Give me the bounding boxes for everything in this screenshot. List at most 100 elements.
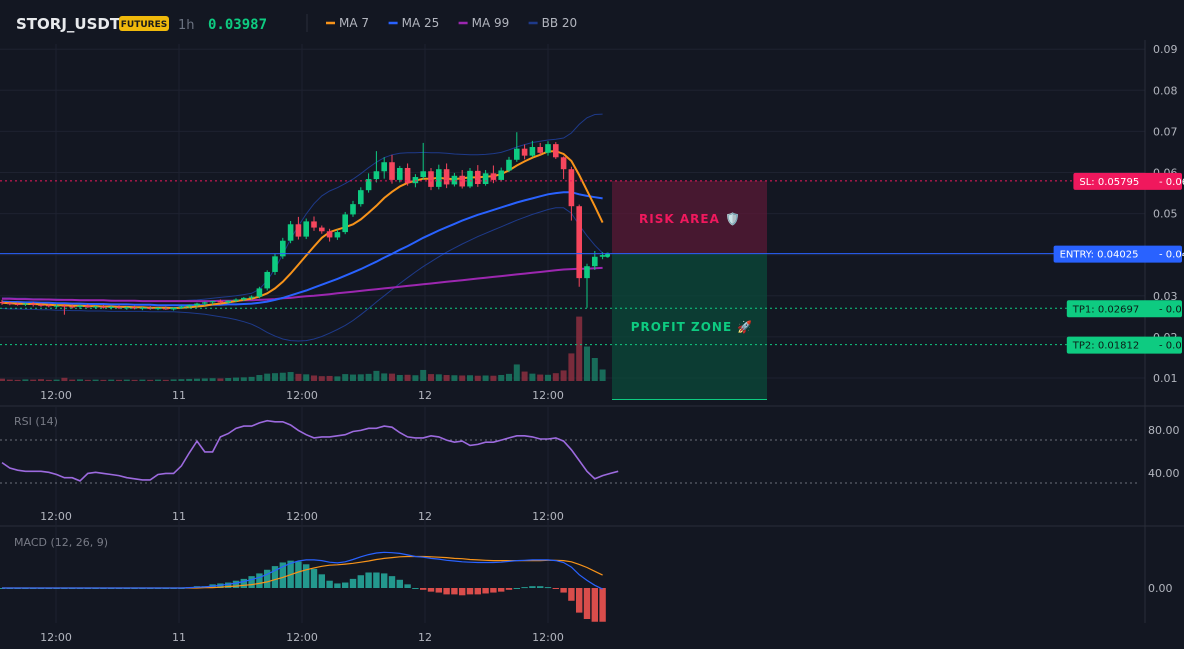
macd-hist-31 xyxy=(240,578,247,588)
candle-28[interactable] xyxy=(217,299,224,304)
candle-9[interactable] xyxy=(69,304,75,309)
candle-33[interactable] xyxy=(256,286,263,299)
candle-18[interactable] xyxy=(139,306,146,311)
time-tick-1-4: 12:00 xyxy=(532,510,564,523)
candle-30[interactable] xyxy=(233,298,239,303)
candle-11[interactable] xyxy=(85,304,91,308)
candle-40[interactable] xyxy=(311,216,317,231)
legend-label-3[interactable]: BB 20 xyxy=(542,16,578,30)
candle-2[interactable] xyxy=(14,302,21,306)
entry-label[interactable]: ENTRY: 0.04025 - 0.04 xyxy=(1053,245,1184,263)
candle-body-60 xyxy=(467,170,473,187)
candle-body-38 xyxy=(295,224,302,237)
candle-7[interactable] xyxy=(53,304,60,308)
candle-20[interactable] xyxy=(155,307,161,311)
candle-0[interactable] xyxy=(0,299,5,305)
candle-17[interactable] xyxy=(131,305,138,310)
candle-70[interactable] xyxy=(545,141,551,156)
volume-bar-27 xyxy=(209,378,216,381)
candle-4[interactable] xyxy=(30,301,36,307)
candle-32[interactable] xyxy=(248,295,255,300)
candle-46[interactable] xyxy=(358,187,364,207)
candle-54[interactable] xyxy=(420,142,426,180)
candle-24[interactable] xyxy=(186,304,192,309)
candle-71[interactable] xyxy=(553,142,559,159)
time-tick-1-1: 11 xyxy=(172,510,186,523)
candle-35[interactable] xyxy=(272,253,278,275)
candle-22[interactable] xyxy=(170,307,177,311)
indicator-legend[interactable]: MA 7 MA 25 MA 99 BB 20 xyxy=(326,16,577,30)
legend-label-0[interactable]: MA 7 xyxy=(339,16,369,30)
symbol-name[interactable]: STORJ_USDT xyxy=(16,15,121,33)
macd-hist-41 xyxy=(318,574,325,588)
candle-66[interactable] xyxy=(514,132,520,162)
macd-hist-39 xyxy=(303,564,310,588)
macd-hist-72 xyxy=(560,588,567,593)
candle-29[interactable] xyxy=(225,300,231,304)
candlesticks[interactable] xyxy=(0,132,611,315)
candle-25[interactable] xyxy=(194,302,200,307)
candle-50[interactable] xyxy=(389,154,395,184)
candle-8[interactable] xyxy=(61,304,68,315)
candle-62[interactable] xyxy=(482,170,489,186)
candle-48[interactable] xyxy=(373,151,380,183)
candle-body-39 xyxy=(303,221,309,237)
legend-label-1[interactable]: MA 25 xyxy=(402,16,440,30)
candle-72[interactable] xyxy=(560,156,567,180)
candle-38[interactable] xyxy=(295,216,302,240)
candle-67[interactable] xyxy=(521,144,528,160)
volume-bar-43 xyxy=(334,376,341,381)
candle-69[interactable] xyxy=(537,142,543,155)
candle-58[interactable] xyxy=(451,172,458,187)
candle-45[interactable] xyxy=(350,200,356,217)
candle-5[interactable] xyxy=(38,303,44,307)
candle-39[interactable] xyxy=(303,218,309,240)
candle-3[interactable] xyxy=(22,302,29,307)
candle-26[interactable] xyxy=(202,301,208,306)
candle-44[interactable] xyxy=(342,211,348,235)
candle-34[interactable] xyxy=(264,270,270,291)
candle-51[interactable] xyxy=(397,165,403,183)
candle-14[interactable] xyxy=(108,306,114,310)
candle-41[interactable] xyxy=(319,225,325,234)
macd-hist-33 xyxy=(256,573,263,588)
candle-36[interactable] xyxy=(280,237,286,259)
tp2-label[interactable]: TP2: 0.01812 - 0.02 xyxy=(1066,336,1184,354)
sl-label[interactable]: SL: 0.05795 - 0.06 xyxy=(1073,172,1184,190)
candle-73[interactable] xyxy=(568,166,575,221)
candle-1[interactable] xyxy=(7,301,13,306)
candle-55[interactable] xyxy=(428,167,434,191)
interval-label[interactable]: 1h xyxy=(178,18,195,33)
macd-hist-43 xyxy=(334,583,341,588)
candle-65[interactable] xyxy=(506,156,512,173)
candle-37[interactable] xyxy=(287,220,294,244)
candle-52[interactable] xyxy=(404,163,411,186)
candle-75[interactable] xyxy=(584,263,590,308)
candle-68[interactable] xyxy=(529,140,536,158)
candle-body-45 xyxy=(350,204,356,215)
volume-bar-13 xyxy=(100,379,107,381)
candle-49[interactable] xyxy=(381,157,387,179)
candle-31[interactable] xyxy=(241,297,247,302)
candle-74[interactable] xyxy=(576,204,582,287)
candle-15[interactable] xyxy=(116,305,122,309)
candle-60[interactable] xyxy=(467,167,473,189)
level-labels[interactable]: SL: 0.05795 - 0.06 ENTRY: 0.04025 - 0.04 TP1… xyxy=(1053,172,1184,354)
candle-63[interactable] xyxy=(490,165,497,184)
macd-panel[interactable]: MACD (12, 26, 9) 0.00 xyxy=(0,536,1173,622)
candle-27[interactable] xyxy=(209,300,216,305)
candle-64[interactable] xyxy=(498,167,504,182)
tp1-label[interactable]: TP1: 0.02697 - 0.03 xyxy=(1066,300,1184,318)
candle-61[interactable] xyxy=(475,165,481,187)
legend-label-2[interactable]: MA 99 xyxy=(472,16,510,30)
candle-57[interactable] xyxy=(443,163,450,189)
candle-56[interactable] xyxy=(436,164,442,190)
candle-43[interactable] xyxy=(334,229,341,240)
candle-6[interactable] xyxy=(46,304,52,308)
candle-13[interactable] xyxy=(100,304,107,309)
rsi-panel[interactable]: RSI (14) 80.00 40.00 xyxy=(0,415,1180,484)
candle-42[interactable] xyxy=(326,228,333,242)
candle-47[interactable] xyxy=(365,173,372,193)
candle-59[interactable] xyxy=(459,170,465,189)
